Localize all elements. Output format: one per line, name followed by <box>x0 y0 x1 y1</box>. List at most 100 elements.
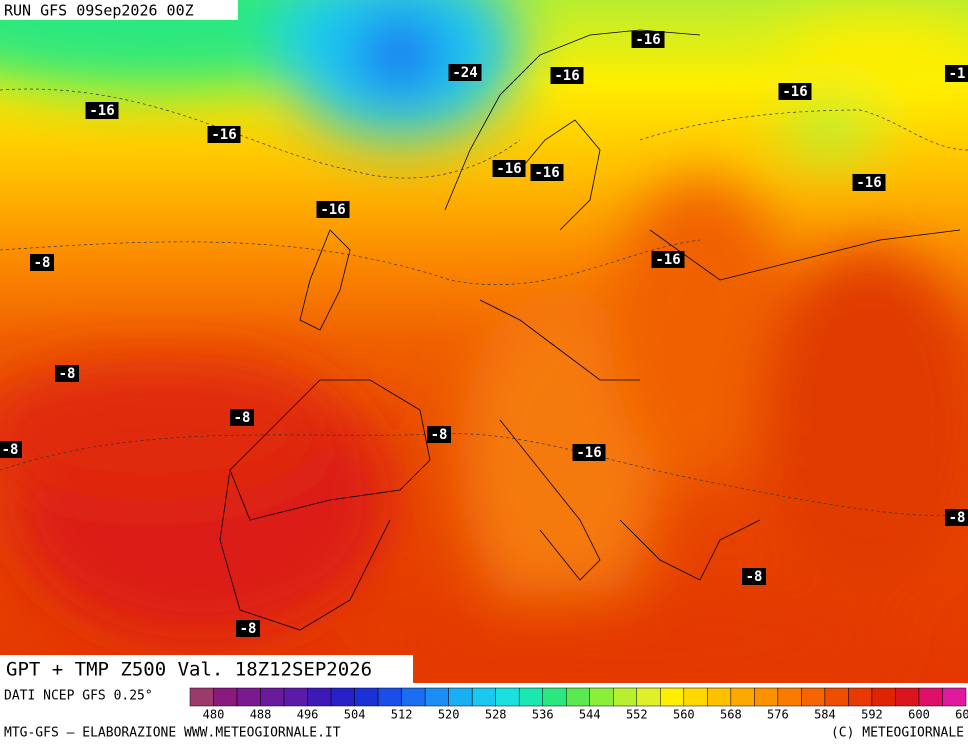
colorbar-swatch <box>801 687 826 707</box>
contour-label-box <box>236 620 260 637</box>
contour-label: -16 <box>89 103 114 119</box>
colorbar-label: 528 <box>485 708 507 722</box>
contour-label-box <box>742 568 766 585</box>
colorbar-label: 512 <box>391 708 413 722</box>
contour-label-box <box>448 64 482 81</box>
colorbar-swatch <box>542 687 567 707</box>
colorbar-label: 560 <box>673 708 695 722</box>
colorbar-swatch <box>189 687 214 707</box>
contour-label-box <box>427 426 451 443</box>
contour-label-box <box>651 251 685 268</box>
colorbar-label: 608 <box>955 708 968 722</box>
run-box <box>0 0 238 20</box>
footer-right: (C) METEOGIORNALE <box>831 726 964 741</box>
contour-label-box <box>316 201 350 218</box>
contour-label-box <box>530 164 564 181</box>
colorbar-swatch <box>707 687 732 707</box>
contour-label: -8 <box>2 442 19 458</box>
colorbar-swatch <box>565 687 591 707</box>
colorbar-swatch <box>283 687 308 707</box>
contour-label-box <box>572 444 606 461</box>
colorbar-label: 552 <box>626 708 648 722</box>
colorbar-swatch <box>213 687 238 707</box>
colorbar-swatch <box>942 687 967 707</box>
contour-label-box <box>230 409 254 426</box>
contour-label: -16 <box>320 202 345 218</box>
colorbar-label: 480 <box>203 708 225 722</box>
colorbar-swatch <box>777 687 802 707</box>
contours <box>0 88 968 517</box>
colorbar-swatch <box>330 687 355 707</box>
contour-label: -8 <box>746 569 763 585</box>
map-title: GPT + TMP Z500 Val. 18Z12SEP2026 <box>6 659 372 681</box>
colorbar-swatch <box>589 687 614 707</box>
contour-label: -16 <box>782 84 807 100</box>
contour-label: -24 <box>452 65 477 81</box>
contour-labels: -16 -24 -16 -1 -16 -16 -16 -16 -16 -16 -16 -8 -16 -8 -… <box>0 31 968 637</box>
colorbar-swatch <box>918 687 943 707</box>
contour-label-box <box>85 102 119 119</box>
colorbar-swatch <box>683 687 708 707</box>
contour-label: -16 <box>655 252 680 268</box>
colorbar-swatch <box>754 687 779 707</box>
contour-label-box <box>30 254 54 271</box>
contour-label-box <box>852 174 886 191</box>
contour-label-box <box>945 65 968 82</box>
colorbar-label: 520 <box>438 708 460 722</box>
run-label: RUN GFS 09Sep2026 00Z <box>4 2 194 20</box>
colorbar-label: 584 <box>814 708 836 722</box>
contour-label-box <box>0 441 22 458</box>
colorbar-swatch <box>401 687 426 707</box>
contour-label: -16 <box>211 127 236 143</box>
colorbar-label: 504 <box>344 708 366 722</box>
contour-label: -8 <box>431 427 448 443</box>
title-box <box>0 655 413 683</box>
colorbar-swatch <box>636 687 661 707</box>
colorbar-swatch <box>307 687 332 707</box>
contour-label-box <box>492 160 526 177</box>
colorbar-swatch <box>824 687 849 707</box>
colorbar-swatch <box>471 687 496 707</box>
colorbar-swatch <box>448 687 473 707</box>
footer-left: MTG-GFS — ELABORAZIONE WWW.METEOGIORNALE… <box>4 726 341 741</box>
colorbar-label: 488 <box>250 708 272 722</box>
contour-label-box <box>778 83 812 100</box>
contour-label-box <box>55 365 79 382</box>
colorbar-swatch <box>613 687 638 707</box>
colorbar-label: 568 <box>720 708 742 722</box>
contour-label: -16 <box>576 445 601 461</box>
colorbar-swatch <box>871 687 896 707</box>
field: -16 -24 -16 -1 -16 -16 -16 -16 -16 -16 -16 -8 -16 -8 -… <box>0 0 968 683</box>
colorbar-label: 600 <box>908 708 930 722</box>
contour-label: -8 <box>949 510 966 526</box>
colorbar-label: 536 <box>532 708 554 722</box>
data-source: DATI NCEP GFS 0.25° <box>4 689 153 704</box>
colorbar-swatch <box>236 687 261 707</box>
colorbar-swatch <box>895 687 920 707</box>
colorbar: 480 488 496 504 512 520 528 536 544 552 560 568 576 5… <box>189 687 968 722</box>
contour-label: -16 <box>554 68 579 84</box>
contour-label: -1 <box>949 66 966 82</box>
coastlines <box>219 29 961 631</box>
colorbar-swatch <box>354 687 379 707</box>
colorbar-label: 544 <box>579 708 601 722</box>
colorbar-swatch <box>260 687 285 707</box>
contour-label-box <box>207 126 241 143</box>
contour-label: -16 <box>635 32 660 48</box>
contour-label: -8 <box>34 255 51 271</box>
contour-label: -16 <box>534 165 559 181</box>
colorbar-label: 576 <box>767 708 789 722</box>
contour-label: -8 <box>240 621 257 637</box>
contour-label-box <box>631 31 665 48</box>
contour-label: -8 <box>234 410 251 426</box>
contour-label: -16 <box>856 175 881 191</box>
colorbar-swatch <box>730 687 755 707</box>
contour-label-box <box>945 509 968 526</box>
colorbar-swatch <box>424 687 449 707</box>
colorbar-swatch <box>495 687 520 707</box>
colorbar-swatch <box>660 687 685 707</box>
contour-label: -16 <box>496 161 521 177</box>
colorbar-label: 496 <box>297 708 319 722</box>
colorbar-swatch <box>848 687 873 707</box>
